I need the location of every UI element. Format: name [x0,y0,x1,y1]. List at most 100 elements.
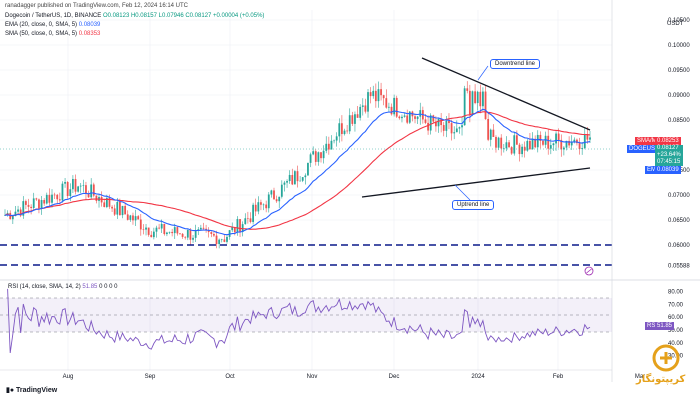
rsi-level-label: 80.00 [668,289,684,295]
sma-price-tag-value: 0.08253 [655,137,681,145]
current-price-value: 0.08127 [657,145,679,151]
candle-body [385,98,388,108]
candle-body [521,146,523,155]
candle-body [356,114,359,118]
candle-body [199,227,202,230]
candle-body [273,190,275,200]
candle-body [205,228,207,231]
candle-body [173,227,176,234]
candle-body [320,152,322,159]
ema-legend: EMA (20, close, 0, SMA, 5) 0.08039 [5,21,100,29]
candle-body [207,230,210,233]
candle-body [395,97,398,117]
candle-body [568,140,571,146]
candle-body [252,204,255,222]
candle-body [56,194,59,200]
candle-body [61,183,64,201]
candle-body [474,91,476,104]
candle-body [463,88,466,126]
rsi-axis-labels: 80.00 70.00 60.00 50.00 40.00 30.00 [668,289,684,359]
candle-body [14,211,17,217]
tradingview-logo[interactable]: ▮● TradingView [6,386,57,394]
candle-body [442,125,445,131]
price-label: 0.09000 [668,93,690,99]
time-label: 2024 [471,374,485,380]
candle-body [152,231,155,238]
uptrend-pointer [454,184,471,201]
candle-body [48,194,51,203]
candle-body [233,227,236,233]
rsi-level-label: 30.00 [668,354,684,360]
candle-body [82,185,85,186]
candle-body [45,194,48,204]
candle-body [213,233,215,236]
price-label: 0.06500 [668,218,690,224]
candle-body [367,92,369,112]
candle-body [231,227,234,231]
candle-body [317,152,320,162]
price-label: 0.06000 [668,243,690,249]
current-price-tag: 0.08127 +23.64% 07:45:15 [655,145,683,166]
candle-body [72,178,74,190]
alert-icon[interactable] [584,266,594,276]
candle-body [241,224,244,233]
candle-body [111,206,113,209]
candle-body [461,125,463,128]
candle-body [536,134,539,148]
sma-legend: SMA (50, close, 0, SMA, 5) 0.08353 [5,30,100,38]
candle-body [432,115,435,122]
candle-body [471,91,474,115]
downtrend-pointer [477,65,489,81]
candle-body [448,120,450,124]
candle-body [427,122,429,131]
candle-body [220,239,223,241]
candle-body [500,137,503,149]
candle-body [570,142,573,146]
candle-body [547,135,550,149]
candle-body [163,223,166,235]
candle-body [160,223,163,229]
candle-body [359,106,362,118]
price-label: 0.05588 [668,264,690,270]
candle-body [192,237,194,240]
candle-body [283,182,286,185]
candle-body [327,143,330,150]
time-label: Oct [225,374,235,380]
candle-body [455,128,458,133]
candle-body [265,204,268,209]
candle-body [484,91,487,120]
candle-body [589,137,591,140]
ohlc-values: O0.08123 H0.08157 L0.07946 C0.08127 +0.0… [102,13,265,19]
candle-body [479,91,482,107]
candle-body [40,200,43,209]
uptrend-annotation[interactable]: Uptrend line [452,200,495,210]
candle-body [124,205,127,215]
candle-body [382,95,385,99]
candle-body [43,200,46,204]
downtrend-annotation[interactable]: Downtrend line [490,59,541,69]
candle-body [142,229,145,231]
rsi-level-label: 50.00 [668,328,684,334]
candle-body [325,143,328,151]
candle-body [95,195,98,201]
candle-body [505,142,508,149]
candle-body [573,139,576,143]
ema-20-line [4,108,591,236]
candle-body [578,143,581,150]
candle-body [557,133,560,140]
price-label: 0.10000 [668,43,690,49]
candle-body [38,199,40,209]
candle-body [518,144,521,155]
candle-body [390,106,393,115]
candle-body [531,138,534,150]
publisher-line: ranadagger published on TradingView.com,… [5,3,189,9]
candle-body [335,136,338,141]
ema-legend-value: 0.08039 [78,22,101,28]
candle-body [270,190,273,195]
candle-body [150,234,153,238]
rsi-level-label: 40.00 [668,341,684,347]
candle-body [134,216,137,221]
candle-body [24,201,27,205]
candle-body [435,121,437,127]
candle-body [226,236,228,242]
